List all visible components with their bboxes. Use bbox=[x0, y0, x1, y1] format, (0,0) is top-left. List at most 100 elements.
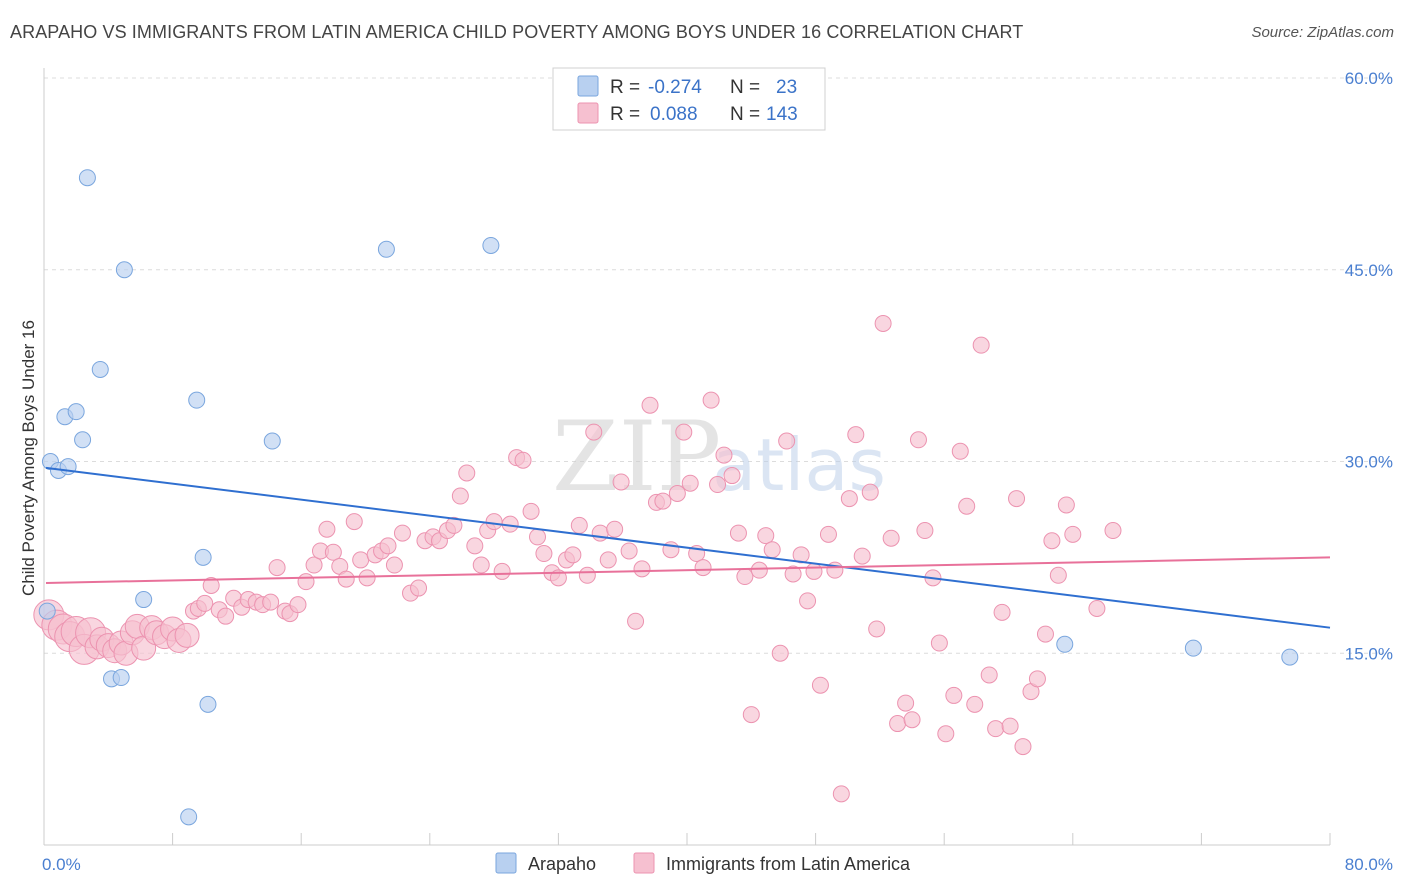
point-latin-116 bbox=[840, 490, 858, 508]
point-latin-50 bbox=[379, 537, 397, 555]
point-latin-63 bbox=[472, 556, 490, 574]
legend: Arapaho Immigrants from Latin America bbox=[495, 852, 911, 874]
point-latin-77 bbox=[570, 516, 588, 534]
stats-n-value-latin: 143 bbox=[766, 104, 798, 125]
point-latin-140 bbox=[1008, 490, 1026, 508]
point-arapaho-20 bbox=[1056, 635, 1074, 653]
point-latin-82 bbox=[606, 520, 624, 538]
point-latin-92 bbox=[675, 423, 693, 441]
source-credit: Source: ZipAtlas.com bbox=[1251, 24, 1394, 41]
watermark-zip: ZIP bbox=[552, 401, 721, 513]
x-tick-label-1: 80.0% bbox=[1345, 855, 1393, 874]
point-latin-78 bbox=[578, 566, 596, 584]
trend-line-latin bbox=[45, 556, 1331, 584]
point-arapaho-17 bbox=[263, 432, 281, 450]
point-arapaho-8 bbox=[91, 360, 109, 378]
point-latin-150 bbox=[1104, 522, 1122, 540]
point-latin-126 bbox=[909, 431, 927, 449]
point-latin-139 bbox=[1001, 717, 1019, 735]
point-latin-80 bbox=[591, 524, 609, 542]
point-latin-131 bbox=[945, 686, 963, 704]
series-latin-points bbox=[33, 314, 1122, 803]
stats-n-label-2: N = bbox=[730, 104, 760, 125]
point-latin-99 bbox=[723, 467, 741, 485]
point-latin-54 bbox=[410, 579, 428, 597]
chart-title: ARAPAHO VS IMMIGRANTS FROM LATIN AMERICA… bbox=[10, 22, 1024, 42]
point-latin-149 bbox=[1088, 600, 1106, 618]
point-arapaho-19 bbox=[482, 236, 500, 254]
stats-swatch-arapaho bbox=[577, 75, 599, 97]
stats-r-value-arapaho: -0.274 bbox=[648, 77, 702, 98]
point-latin-46 bbox=[352, 551, 370, 569]
point-latin-72 bbox=[535, 545, 553, 563]
point-latin-95 bbox=[694, 559, 712, 577]
point-latin-102 bbox=[742, 706, 760, 724]
point-latin-74 bbox=[549, 569, 567, 587]
point-latin-112 bbox=[811, 676, 829, 694]
point-latin-117 bbox=[847, 426, 865, 444]
point-latin-141 bbox=[1014, 738, 1032, 756]
point-arapaho-12 bbox=[135, 591, 153, 609]
point-latin-41 bbox=[318, 520, 336, 538]
stats-r-label-2: R = bbox=[610, 104, 640, 125]
point-latin-81 bbox=[599, 551, 617, 569]
point-latin-146 bbox=[1049, 566, 1067, 584]
point-latin-133 bbox=[958, 497, 976, 515]
point-latin-21 bbox=[174, 622, 200, 648]
x-tick-label-0: 0.0% bbox=[42, 855, 81, 874]
stats-n-value-arapaho: 23 bbox=[776, 77, 797, 98]
point-latin-132 bbox=[951, 442, 969, 460]
point-latin-89 bbox=[654, 492, 672, 510]
point-latin-123 bbox=[889, 715, 907, 733]
stats-box: R = -0.274 N = 23 R = 0.088 N = 143 bbox=[552, 67, 826, 131]
point-latin-39 bbox=[305, 556, 323, 574]
gridlines bbox=[44, 77, 1394, 654]
point-latin-70 bbox=[522, 502, 540, 520]
point-arapaho-11 bbox=[115, 261, 133, 279]
y-tick-labels: 15.0% 30.0% 45.0% 60.0% bbox=[1345, 69, 1393, 663]
point-latin-127 bbox=[916, 522, 934, 540]
stats-swatch-latin bbox=[577, 102, 599, 124]
point-latin-91 bbox=[668, 484, 686, 502]
point-arapaho-0 bbox=[38, 602, 56, 620]
point-latin-136 bbox=[980, 666, 998, 684]
point-latin-111 bbox=[805, 562, 823, 580]
point-arapaho-16 bbox=[180, 808, 198, 826]
point-latin-148 bbox=[1064, 525, 1082, 543]
point-latin-130 bbox=[937, 725, 955, 743]
point-latin-143 bbox=[1028, 670, 1046, 688]
legend-label-latin: Immigrants from Latin America bbox=[666, 854, 911, 874]
point-latin-103 bbox=[750, 561, 768, 579]
point-latin-121 bbox=[874, 314, 892, 332]
stats-r-value-latin: 0.088 bbox=[650, 104, 698, 125]
point-arapaho-21 bbox=[1184, 639, 1202, 657]
point-latin-24 bbox=[196, 594, 214, 612]
point-latin-115 bbox=[832, 785, 850, 803]
point-latin-27 bbox=[217, 607, 235, 625]
point-latin-96 bbox=[702, 391, 720, 409]
point-latin-122 bbox=[882, 529, 900, 547]
point-latin-52 bbox=[393, 524, 411, 542]
point-latin-107 bbox=[778, 432, 796, 450]
point-arapaho-7 bbox=[78, 169, 96, 187]
point-latin-118 bbox=[853, 547, 871, 565]
point-arapaho-5 bbox=[67, 403, 85, 421]
point-latin-135 bbox=[972, 336, 990, 354]
stats-r-label-1: R = bbox=[610, 77, 640, 98]
point-latin-25 bbox=[202, 576, 220, 594]
x-tick-labels: 0.0% 80.0% bbox=[42, 855, 1393, 874]
point-latin-144 bbox=[1036, 625, 1054, 643]
point-latin-97 bbox=[709, 476, 727, 494]
point-latin-86 bbox=[633, 560, 651, 578]
point-arapaho-10 bbox=[112, 669, 130, 687]
point-latin-93 bbox=[681, 474, 699, 492]
point-arapaho-14 bbox=[194, 548, 212, 566]
point-arapaho-6 bbox=[74, 431, 92, 449]
point-latin-59 bbox=[445, 516, 463, 534]
point-latin-125 bbox=[903, 711, 921, 729]
point-latin-119 bbox=[861, 483, 879, 501]
point-latin-84 bbox=[620, 542, 638, 560]
point-latin-37 bbox=[289, 596, 307, 614]
y-axis-label: Child Poverty Among Boys Under 16 bbox=[19, 320, 38, 596]
